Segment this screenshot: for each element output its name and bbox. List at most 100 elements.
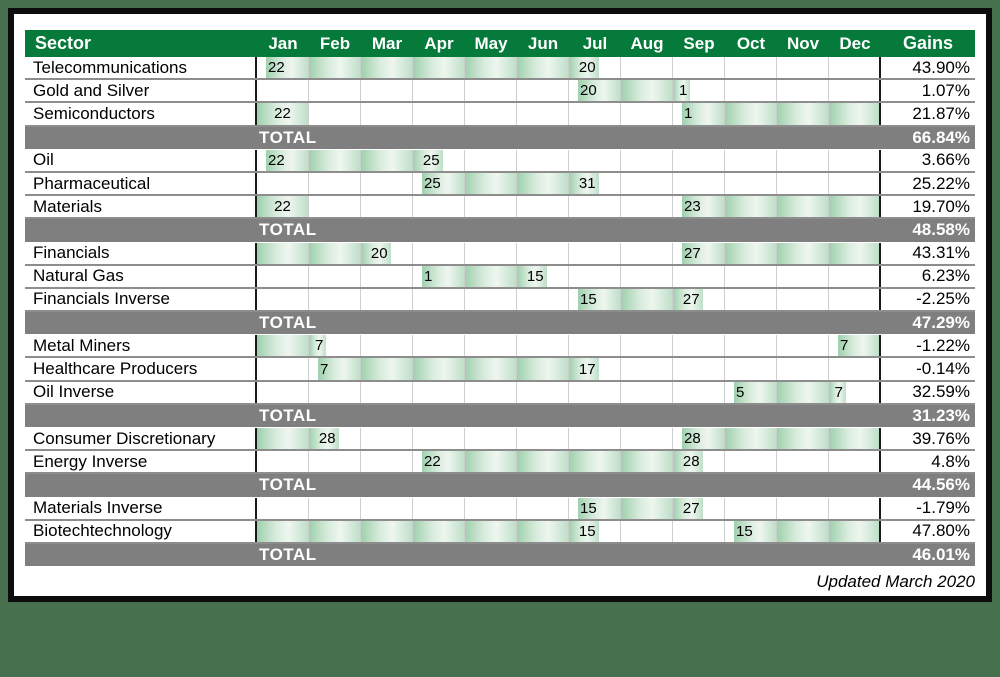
month-cell (777, 335, 829, 357)
month-cell (413, 288, 465, 311)
gains-value: 3.66% (921, 150, 970, 170)
bar-segment (517, 265, 547, 287)
day-label: 17 (578, 360, 596, 378)
month-cell: 1 (673, 80, 725, 102)
month-cell (777, 57, 829, 79)
header-month-feb: Feb (319, 33, 351, 53)
total-label: TOTAL (259, 127, 317, 147)
gains-value: 6.23% (921, 266, 970, 286)
month-cell (777, 80, 829, 102)
month-cell (361, 451, 413, 473)
month-cell: 31 (569, 172, 621, 195)
gains-value: -2.25% (916, 289, 970, 309)
month-cell: 22 (257, 57, 309, 79)
header-row: Sector Jan Feb Mar Apr May Jun Jul Aug Sep Oct Nov D… (25, 30, 975, 57)
bar-segment (517, 358, 568, 380)
month-cell (777, 242, 829, 264)
bar-segment (413, 57, 464, 79)
header-month-sep: Sep (683, 33, 715, 53)
day-label: 22 (424, 453, 441, 471)
total-spacer (25, 312, 257, 334)
month-cell (257, 265, 309, 287)
month-cell (777, 288, 829, 311)
month-cell (361, 80, 413, 102)
bar-segment (266, 149, 308, 171)
month-cell (517, 57, 569, 79)
month-cell (309, 172, 361, 195)
sector-row: Natural Gas 1 15 6.23% (25, 265, 975, 289)
month-cell (413, 335, 465, 357)
sector-row: Materials 22 23 19.70% (25, 196, 975, 220)
month-cell (465, 196, 517, 218)
sector-name: Healthcare Producers (25, 358, 257, 380)
month-cell (621, 520, 673, 542)
total-gains-value: 31.23% (912, 405, 970, 425)
bar-segment (309, 335, 327, 357)
month-cell (725, 57, 777, 79)
month-cell (465, 288, 517, 311)
month-cell (829, 428, 881, 450)
bar-segment (257, 335, 308, 357)
bar-segment (257, 428, 308, 450)
month-cell (777, 196, 829, 218)
month-cell (621, 381, 673, 403)
month-cell (673, 149, 725, 171)
bar-segment (777, 103, 828, 125)
total-label: TOTAL (259, 313, 317, 333)
month-cell (673, 335, 725, 357)
month-cell: 7 (829, 381, 881, 403)
sector-name: Oil (25, 149, 257, 171)
month-cell (517, 172, 569, 195)
month-cell (829, 196, 881, 218)
month-cell (829, 520, 881, 542)
header-month-nov: Nov (786, 33, 820, 53)
month-cell (257, 288, 309, 311)
bar-segment (309, 520, 360, 542)
month-cell (517, 381, 569, 403)
month-cell (517, 451, 569, 473)
sector-row: Consumer Discretionary 28 28 39.76% (25, 428, 975, 452)
month-cell (517, 288, 569, 311)
month-cell (361, 358, 413, 380)
total-label: TOTAL (259, 220, 317, 240)
month-cell (777, 428, 829, 450)
day-label: 15 (578, 522, 596, 540)
total-row: TOTAL 44.56% (25, 474, 975, 498)
month-cell (257, 497, 309, 519)
month-cell (621, 242, 673, 264)
day-label: 15 (736, 522, 753, 540)
month-cell (517, 103, 569, 125)
total-spacer (25, 474, 257, 496)
bar-segment (361, 57, 412, 79)
month-cell (569, 428, 621, 450)
month-cell (829, 172, 881, 195)
month-cell (257, 451, 309, 473)
sector-name: Financials (25, 242, 257, 264)
header-month-jan: Jan (268, 33, 298, 53)
month-cell (777, 520, 829, 542)
bar-segment (422, 172, 464, 195)
month-cell (829, 242, 881, 264)
bar-segment (422, 451, 464, 473)
total-gains-value: 66.84% (912, 127, 970, 147)
month-cell (361, 497, 413, 519)
total-spacer (25, 405, 257, 427)
bar-segment (465, 265, 516, 287)
month-cell (829, 149, 881, 171)
month-cell (309, 80, 361, 102)
month-cell: 17 (569, 358, 621, 380)
month-cell: 1 (673, 103, 725, 125)
month-cell (621, 497, 673, 519)
month-cell: 27 (673, 497, 725, 519)
month-cell (413, 381, 465, 403)
gains-value: 19.70% (912, 196, 970, 216)
header-month-jun: Jun (527, 33, 559, 53)
sector-row: Metal Miners 7 7 -1.22% (25, 335, 975, 359)
month-cell (413, 428, 465, 450)
month-cell (309, 242, 361, 264)
sector-row: Oil Inverse 5 7 32.59% (25, 381, 975, 405)
bar-segment (569, 57, 599, 79)
sector-name: Financials Inverse (25, 288, 257, 311)
bar-segment (318, 358, 360, 380)
month-cell (777, 381, 829, 403)
